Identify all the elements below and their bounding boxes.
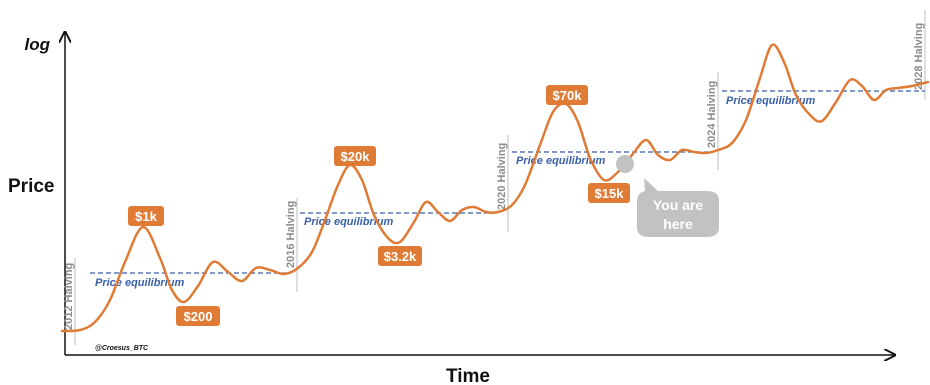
callout-line2: here (663, 216, 693, 232)
price-label-text: $1k (135, 209, 157, 224)
equilibrium-label: Price equilibrium (516, 155, 605, 167)
credit-label: @Croesus_BTC (95, 345, 149, 352)
price-label: $20k (334, 146, 376, 166)
you-are-here-callout: You are here (616, 155, 719, 237)
price-label-box (546, 85, 588, 105)
price-labels: $1k $200 $20k $3.2k $70k $15k (128, 85, 630, 326)
price-label-text: $20k (341, 149, 371, 164)
price-label: $3.2k (378, 246, 422, 266)
price-label-box (378, 246, 422, 266)
price-label: $1k (128, 206, 164, 226)
price-curve (60, 43, 930, 333)
price-label-box (334, 146, 376, 166)
callout-line1: You are (653, 197, 704, 213)
price-label-text: $3.2k (384, 249, 417, 264)
callout-bubble (637, 178, 719, 237)
price-label-text: $70k (553, 88, 583, 103)
price-label-text: $15k (595, 186, 625, 201)
price-label-box (176, 306, 220, 326)
halving-label: 2020 Halving (496, 143, 508, 210)
equilibrium-label: Price equilibrium (726, 95, 815, 107)
current-position-dot (616, 155, 634, 173)
halving-label: 2028 Halving (913, 23, 925, 90)
price-label: $15k (588, 183, 630, 203)
halving-label: 2012 Halving (63, 263, 75, 330)
halving-label: 2016 Halving (285, 201, 297, 268)
price-label-text: $200 (184, 309, 213, 324)
price-label: $70k (546, 85, 588, 105)
y-axis-label: Price (8, 176, 54, 197)
y-scale-label: log (25, 35, 51, 54)
price-label-box (128, 206, 164, 226)
halving-label: 2024 Halving (706, 81, 718, 148)
price-label-box (588, 183, 630, 203)
x-axis-label: Time (446, 366, 490, 385)
price-label: $200 (176, 306, 220, 326)
halving-markers: 2012 Halving 2016 Halving 2020 Halving 2024… (63, 10, 926, 345)
